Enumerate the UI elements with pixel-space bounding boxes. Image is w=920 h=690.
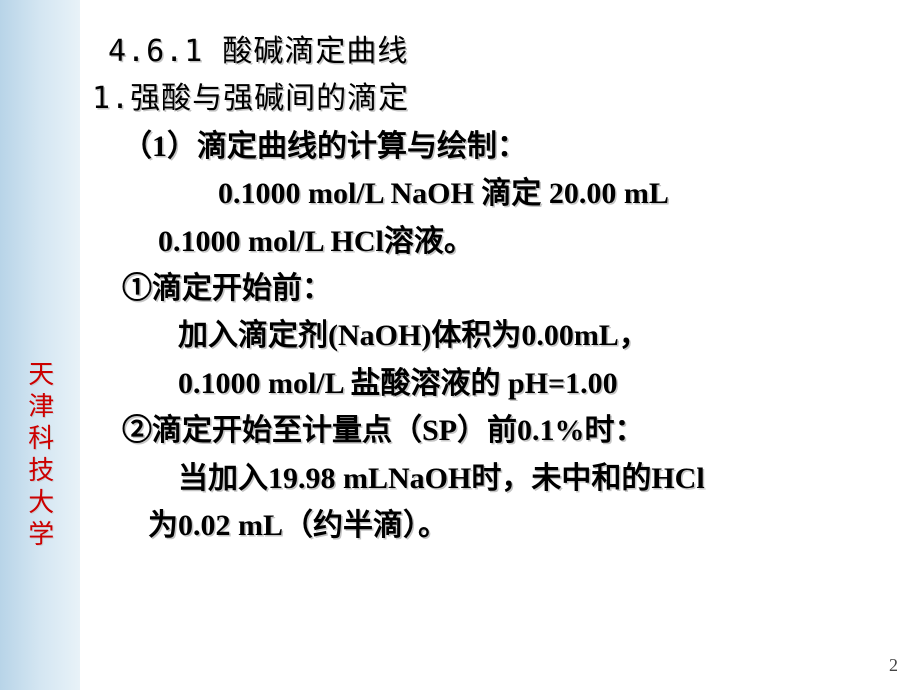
heading-sub1: 1.强酸与强碱间的滴定 [92,75,888,122]
line-10: 当加入19.98 mLNaOH时，未中和的HCl [178,455,888,502]
university-name-vertical: 天津科技大学 [22,360,56,552]
line-4: 0.1000 mol/L NaOH 滴定 20.00 mL [218,170,888,217]
heading-section: 4.6.1 酸碱滴定曲线 [108,28,888,75]
page-number: 2 [889,655,898,676]
line-8: 0.1000 mol/L 盐酸溶液的 pH=1.00 [178,360,888,407]
step-1-title: ①滴定开始前： [122,265,888,312]
step-2-title: ②滴定开始至计量点（SP）前0.1%时： [122,407,888,454]
line-5: 0.1000 mol/L HCl溶液。 [158,218,888,265]
line-11: 为0.02 mL（约半滴）。 [148,502,888,549]
point-1: （1）滴定曲线的计算与绘制： [122,123,888,170]
sidebar-gradient [0,0,80,690]
line-7: 加入滴定剂(NaOH)体积为0.00mL， [178,312,888,359]
slide-content: 4.6.1 酸碱滴定曲线 1.强酸与强碱间的滴定 （1）滴定曲线的计算与绘制： … [108,28,888,549]
